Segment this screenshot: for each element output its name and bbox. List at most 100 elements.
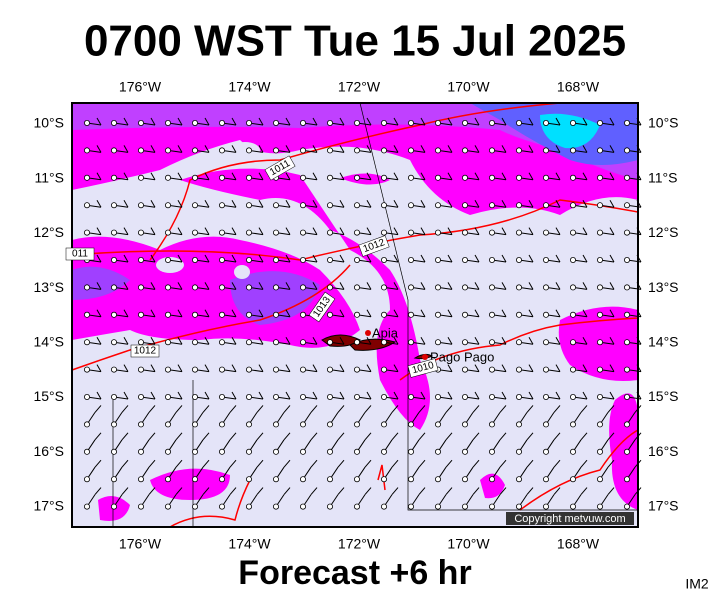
- station: [461, 174, 468, 181]
- station: [299, 202, 306, 209]
- barb-flag: [175, 459, 183, 468]
- station: [137, 311, 144, 318]
- station: [624, 448, 631, 455]
- barb-flag: [202, 405, 210, 413]
- barb-flag: [501, 145, 507, 153]
- station: [111, 311, 118, 318]
- station: [299, 174, 306, 181]
- barb-flag: [204, 172, 210, 181]
- station: [137, 284, 144, 291]
- station: [461, 256, 468, 263]
- station: [272, 503, 279, 510]
- barb-flag: [258, 172, 264, 181]
- barb-flag: [123, 391, 129, 400]
- station: [272, 229, 279, 236]
- station: [407, 120, 414, 127]
- barb-flag: [472, 459, 480, 468]
- station: [353, 366, 360, 373]
- station: [218, 311, 225, 318]
- station: [434, 339, 441, 346]
- barb-flag: [418, 459, 426, 468]
- station: [84, 229, 91, 236]
- barb-flag: [285, 254, 291, 263]
- station: [407, 311, 414, 318]
- barb-flag: [96, 391, 102, 400]
- station: [137, 174, 144, 181]
- barb-flag: [418, 405, 426, 413]
- station: [111, 174, 118, 181]
- barb-flag: [582, 309, 588, 318]
- barb-flag: [501, 254, 507, 263]
- station: [488, 476, 495, 483]
- lat-label: 11°S: [648, 169, 677, 185]
- station: [164, 147, 171, 154]
- station: [543, 256, 550, 263]
- barb-flag: [582, 172, 588, 181]
- station: [488, 229, 495, 236]
- barb-flag: [393, 254, 399, 263]
- barb-flag: [150, 117, 156, 126]
- barb-flag: [258, 117, 264, 126]
- station: [380, 339, 387, 346]
- barb-flag: [580, 487, 588, 495]
- station: [111, 339, 118, 346]
- station: [272, 284, 279, 291]
- barb-flag: [256, 459, 264, 468]
- barb-flag: [204, 145, 210, 153]
- station: [380, 284, 387, 291]
- station: [84, 174, 91, 181]
- barb-flag: [121, 487, 129, 495]
- station: [516, 421, 523, 428]
- station: [570, 284, 577, 291]
- barb-flag: [447, 172, 453, 181]
- station: [84, 284, 91, 291]
- station: [543, 284, 550, 291]
- barb-flag: [204, 117, 210, 126]
- barb-flag: [445, 487, 453, 495]
- station: [570, 202, 577, 209]
- station: [516, 284, 523, 291]
- isobar-label-text: 011: [72, 249, 88, 260]
- place-label: Apia: [372, 325, 399, 340]
- station: [624, 339, 631, 346]
- station: [516, 393, 523, 400]
- barb-flag: [580, 432, 588, 441]
- barb-flag: [123, 117, 129, 126]
- station: [299, 421, 306, 428]
- station: [326, 174, 333, 181]
- station: [488, 339, 495, 346]
- station: [543, 229, 550, 236]
- station: [624, 120, 631, 127]
- lat-label: 13°S: [33, 279, 64, 295]
- station: [326, 339, 333, 346]
- barb-flag: [526, 432, 534, 441]
- barb-flag: [391, 459, 399, 468]
- station: [191, 311, 198, 318]
- station: [407, 393, 414, 400]
- station: [353, 284, 360, 291]
- station: [191, 229, 198, 236]
- station: [488, 174, 495, 181]
- barb-flag: [582, 199, 588, 208]
- station: [245, 256, 252, 263]
- station: [111, 202, 118, 209]
- station: [84, 393, 91, 400]
- barb-flag: [204, 227, 210, 235]
- station: [570, 339, 577, 346]
- station: [218, 448, 225, 455]
- station: [111, 393, 118, 400]
- station: [191, 147, 198, 154]
- barb-flag: [553, 459, 561, 468]
- station: [164, 366, 171, 373]
- station: [624, 284, 631, 291]
- station: [299, 229, 306, 236]
- barb-flag: [121, 405, 129, 413]
- station: [353, 503, 360, 510]
- barb-flag: [366, 227, 372, 235]
- map-area: Apia Pago Pago Copyright metvuw.com 1011…: [65, 102, 642, 528]
- station: [245, 339, 252, 346]
- station: [624, 311, 631, 318]
- station: [299, 393, 306, 400]
- station: [434, 448, 441, 455]
- barb-flag: [582, 117, 588, 126]
